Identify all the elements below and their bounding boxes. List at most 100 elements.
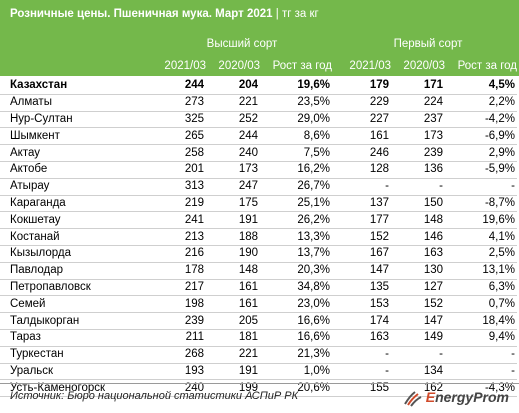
price-2020-premium: 221 xyxy=(206,346,260,364)
growth-premium: 26,2% xyxy=(260,211,332,230)
energyprom-logo-icon xyxy=(402,386,424,408)
column-gap xyxy=(332,329,337,347)
table-row: Туркестан 268 221 21,3% - - - xyxy=(0,346,517,364)
energyprom-logo-rest: nergyProm xyxy=(435,389,509,405)
price-2020-premium: 205 xyxy=(206,312,260,330)
region-name: Кызылорда xyxy=(0,245,152,263)
table-row: Усть-Каменогорск 240 199 20,6% 155 162 -4,3% xyxy=(0,379,517,398)
table-row: Нур-Султан 325 252 29,0% 227 237 -4,2% xyxy=(0,111,517,129)
table-row: Алматы 273 221 23,5% 229 224 2,2% xyxy=(0,94,517,112)
table-row: Петропавловск 217 161 34,8% 135 127 6,3% xyxy=(0,279,517,297)
source-note: Источник: Бюро национальной статистики А… xyxy=(10,390,299,402)
price-2020-first: 163 xyxy=(391,245,445,263)
price-2021-first: 152 xyxy=(337,228,391,246)
col-header-2020-first: 2020/03 xyxy=(403,60,445,72)
growth-premium: 34,8% xyxy=(260,279,332,297)
growth-first: - xyxy=(445,346,517,364)
price-2021-first: 161 xyxy=(337,127,391,146)
price-2021-premium: 325 xyxy=(152,111,206,129)
price-2020-first: 134 xyxy=(391,363,445,381)
region-name: Алматы xyxy=(0,94,152,112)
energyprom-logo-text: EnergyProm xyxy=(426,389,509,405)
price-2020-first: 239 xyxy=(391,144,445,162)
price-table: Казахстан 244 204 19,6% 179 171 4,5% Алматы 273 2… xyxy=(0,78,517,398)
table-row: Актау 258 240 7,5% 246 239 2,9% xyxy=(0,144,517,162)
price-2021-first: 147 xyxy=(337,262,391,280)
price-2020-premium: 188 xyxy=(206,228,260,246)
region-name: Атырау xyxy=(0,178,152,196)
price-2021-premium: 239 xyxy=(152,312,206,330)
growth-first: 18,4% xyxy=(445,312,517,330)
column-gap xyxy=(332,161,337,179)
column-gap xyxy=(332,245,337,263)
price-2021-premium: 244 xyxy=(152,78,206,95)
column-gap xyxy=(332,228,337,246)
price-2020-first: 150 xyxy=(391,195,445,213)
growth-first: 0,7% xyxy=(445,295,517,314)
col-header-2020-premium: 2020/03 xyxy=(218,60,260,72)
col-header-growth-premium: Рост за год xyxy=(272,60,332,72)
region-name: Талдыкорган xyxy=(0,312,152,330)
column-gap xyxy=(332,78,337,95)
price-2021-first: 167 xyxy=(337,245,391,263)
growth-first: -5,9% xyxy=(445,161,517,179)
column-gap xyxy=(332,195,337,213)
growth-premium: 16,6% xyxy=(260,329,332,347)
column-gap xyxy=(332,262,337,280)
growth-premium: 8,6% xyxy=(260,127,332,146)
growth-premium: 23,0% xyxy=(260,295,332,314)
growth-first: -4,3% xyxy=(445,379,517,398)
growth-first: 6,3% xyxy=(445,279,517,297)
region-name: Туркестан xyxy=(0,346,152,364)
column-gap xyxy=(332,94,337,112)
price-2020-premium: 148 xyxy=(206,262,260,280)
growth-first: -4,2% xyxy=(445,111,517,129)
price-2021-first: 179 xyxy=(337,78,391,95)
table-row: Актобе 201 173 16,2% 128 136 -5,9% xyxy=(0,161,517,179)
price-2020-premium: 161 xyxy=(206,295,260,314)
price-2021-first: 246 xyxy=(337,144,391,162)
region-name: Павлодар xyxy=(0,262,152,280)
column-gap xyxy=(332,295,337,314)
price-2020-premium: 181 xyxy=(206,329,260,347)
table-row: Павлодар 178 148 20,3% 147 130 13,1% xyxy=(0,262,517,280)
region-name: Казахстан xyxy=(0,78,152,95)
price-2020-premium: 191 xyxy=(206,363,260,381)
table-row: Караганда 219 175 25,1% 137 150 -8,7% xyxy=(0,195,517,213)
table-row: Уральск 193 191 1,0% -134- xyxy=(0,363,517,381)
price-2020-first: 173 xyxy=(391,127,445,146)
table-row: Атырау 313 247 26,7% - - - xyxy=(0,178,517,196)
region-name: Караганда xyxy=(0,195,152,213)
price-2020-first: 146 xyxy=(391,228,445,246)
region-name: Усть-Каменогорск xyxy=(0,379,152,398)
column-gap xyxy=(332,127,337,146)
price-2020-first: 162 xyxy=(391,379,445,398)
price-2021-first: 174 xyxy=(337,312,391,330)
footer: Источник: Бюро национальной статистики А… xyxy=(0,383,519,411)
price-2020-first: 171 xyxy=(391,78,445,95)
price-2021-premium: 201 xyxy=(152,161,206,179)
region-name: Нур-Султан xyxy=(0,111,152,129)
price-2021-premium: 240 xyxy=(152,379,206,398)
growth-premium: 20,3% xyxy=(260,262,332,280)
growth-premium: 16,2% xyxy=(260,161,332,179)
growth-first: -8,7% xyxy=(445,195,517,213)
price-2021-premium: 178 xyxy=(152,262,206,280)
growth-premium: 7,5% xyxy=(260,144,332,162)
growth-premium: 25,1% xyxy=(260,195,332,213)
table-header: Высший сорт Первый сорт 2021/03 2020/03 … xyxy=(0,28,519,76)
price-2020-premium: 252 xyxy=(206,111,260,129)
price-2021-premium: 193 xyxy=(152,363,206,381)
price-2020-premium: 221 xyxy=(206,94,260,112)
price-2021-premium: 265 xyxy=(152,127,206,146)
price-2021-first: 229 xyxy=(337,94,391,112)
growth-first: 9,4% xyxy=(445,329,517,347)
energyprom-logo: EnergyProm xyxy=(402,386,509,408)
price-2020-first: 130 xyxy=(391,262,445,280)
growth-premium: 16,6% xyxy=(260,312,332,330)
price-2020-premium: 247 xyxy=(206,178,260,196)
price-2021-premium: 213 xyxy=(152,228,206,246)
column-gap xyxy=(332,346,337,364)
growth-first: 19,6% xyxy=(445,211,517,230)
price-2020-first: 148 xyxy=(391,211,445,230)
